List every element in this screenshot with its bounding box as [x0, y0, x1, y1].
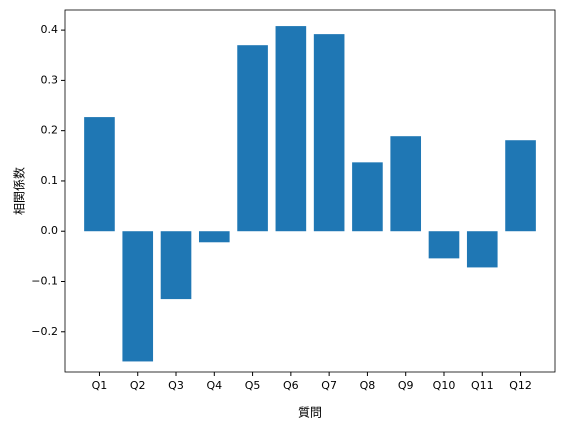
bar: [505, 140, 536, 232]
y-tick-label: −0.2: [31, 325, 58, 338]
y-tick-label: 0.1: [41, 174, 59, 187]
y-tick-label: 0.2: [41, 124, 59, 137]
bar: [84, 117, 115, 232]
bar: [390, 136, 422, 232]
bar: [237, 45, 268, 232]
x-tick-label: Q3: [168, 379, 184, 392]
bar: [428, 231, 460, 259]
x-tick-label: Q9: [398, 379, 414, 392]
y-axis-label: 相関係数: [12, 167, 27, 215]
x-tick-label: Q7: [321, 379, 337, 392]
x-tick-label: Q2: [130, 379, 146, 392]
x-tick-label: Q12: [509, 379, 532, 392]
x-axis-label: 質問: [298, 405, 322, 420]
bar: [352, 162, 383, 232]
y-tick-label: 0.3: [41, 73, 59, 86]
plot-frame: [64, 9, 556, 373]
x-tick-label: Q5: [245, 379, 261, 392]
bar: [313, 34, 345, 232]
x-tick-label: Q8: [360, 379, 376, 392]
x-tick-label: Q4: [206, 379, 222, 392]
x-tick-label: Q11: [471, 379, 494, 392]
y-tick-label: 0.4: [41, 23, 59, 36]
bar: [466, 231, 498, 268]
y-tick-label: −0.1: [31, 275, 58, 288]
x-tick-label: Q6: [283, 379, 299, 392]
x-tick-label: Q10: [433, 379, 456, 392]
bar: [160, 231, 192, 300]
bar: [122, 231, 154, 362]
x-tick-label: Q1: [92, 379, 108, 392]
bar: [275, 26, 307, 232]
y-tick-label: 0.0: [41, 224, 59, 237]
bar: [198, 231, 230, 243]
